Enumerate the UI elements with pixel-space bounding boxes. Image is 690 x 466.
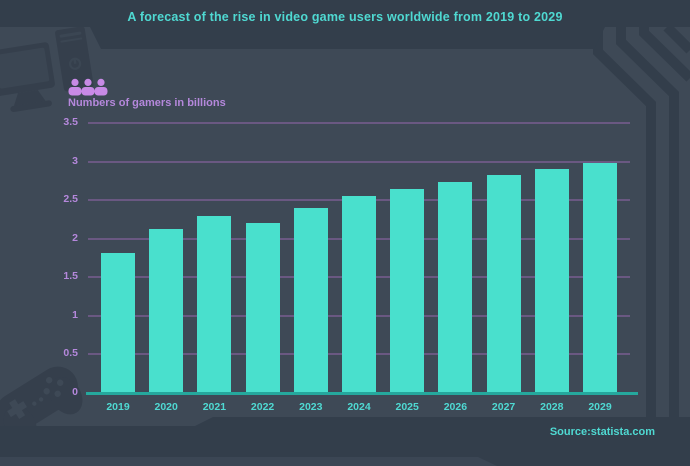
y-tick-label: 3 (72, 154, 78, 167)
bottom-strip (0, 457, 497, 466)
bar-2022 (245, 222, 280, 393)
x-tick-label: 2029 (588, 401, 612, 413)
bar-2023 (293, 207, 328, 393)
x-tick-label: 2024 (347, 401, 371, 413)
chart-title: A forecast of the rise in video game use… (127, 10, 563, 24)
y-tick-label: 0 (72, 386, 78, 398)
x-tick-label: 2027 (491, 401, 516, 413)
bar-2020 (149, 228, 184, 393)
unit-label: Numbers of gamers in billions (68, 97, 226, 109)
bar-2021 (197, 215, 232, 393)
x-tick-label: 2022 (250, 401, 275, 413)
bar-2029 (583, 163, 617, 393)
y-tick-label: 2.5 (63, 193, 78, 206)
gridline (88, 122, 630, 124)
bar-2028 (534, 169, 569, 393)
y-tick-label: 2 (72, 231, 78, 244)
y-tick-label: 0.5 (63, 347, 78, 360)
x-axis-line (86, 392, 638, 395)
bar-2027 (486, 175, 521, 393)
x-tick-label: 2025 (395, 401, 419, 413)
source-text: Source:statista.com (549, 426, 655, 438)
x-tick-label: 2020 (154, 401, 178, 413)
bar-2025 (390, 188, 425, 393)
y-tick-label: 1.5 (63, 270, 78, 283)
y-tick-label: 3.5 (63, 116, 78, 128)
title-banner (90, 27, 605, 49)
bar-2019 (101, 252, 135, 393)
x-tick-label: 2021 (202, 401, 227, 413)
desktop-computer-icon (0, 26, 94, 112)
people-icon (68, 78, 108, 96)
x-tick-label: 2028 (540, 401, 564, 413)
bar-2026 (438, 182, 473, 393)
top-band (0, 0, 690, 27)
x-tick-label: 2023 (299, 401, 323, 413)
y-tick-label: 1 (72, 308, 78, 321)
bar-2024 (342, 196, 376, 393)
x-tick-label: 2019 (106, 401, 130, 413)
gridline (88, 160, 630, 163)
plot-area: 2019 2020 2021 2022 2023 2024 2025 2026 2027 2028… (86, 122, 638, 413)
x-tick-label: 2026 (443, 401, 468, 413)
gamepad-icon (0, 366, 83, 444)
